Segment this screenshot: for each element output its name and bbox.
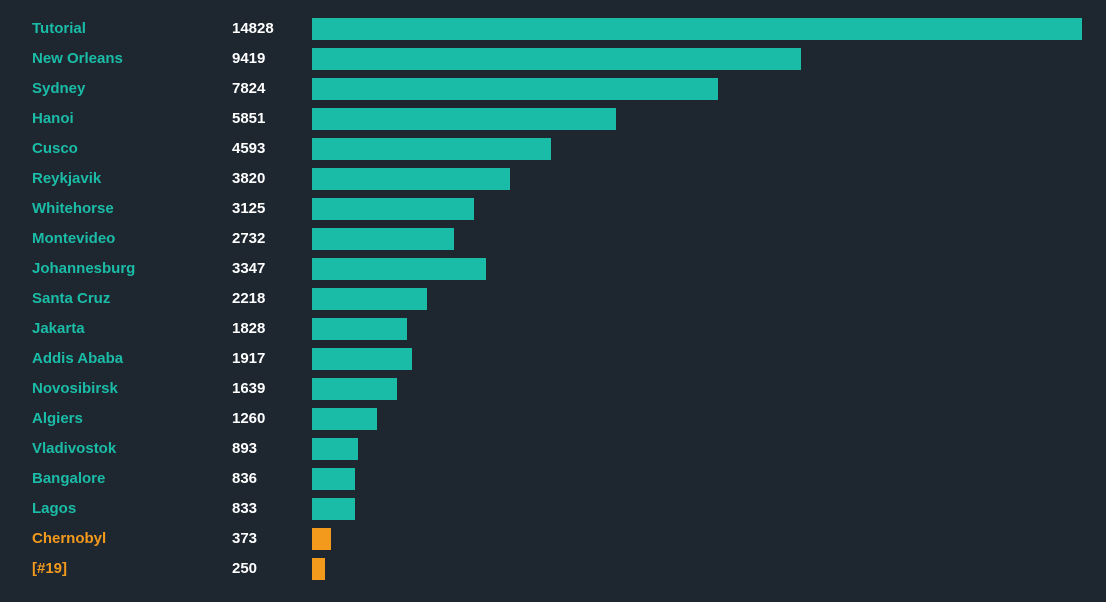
category-label: Hanoi [32, 110, 74, 127]
chart-row: Tutorial 14828 [0, 14, 1106, 44]
value-label: 893 [232, 440, 258, 457]
chart-row: Vladivostok 893 [0, 434, 1106, 464]
chart-row: Reykjavik 3820 [0, 164, 1106, 194]
bar [312, 288, 427, 310]
category-label: Lagos [32, 500, 77, 517]
bar [312, 198, 474, 220]
bar [312, 48, 801, 70]
chart-row: Johannesburg 3347 [0, 254, 1106, 284]
value-label: 1260 [232, 410, 266, 427]
category-label: Montevideo [32, 230, 116, 247]
category-label: Vladivostok [32, 440, 117, 457]
chart-row: [#19] 250 [0, 554, 1106, 584]
bar [312, 78, 718, 100]
value-label: 4593 [232, 140, 266, 157]
category-label: Johannesburg [32, 260, 136, 277]
bar [312, 108, 616, 130]
bar [312, 228, 454, 250]
value-label: 833 [232, 500, 258, 517]
category-label: Reykjavik [32, 170, 102, 187]
category-label: Chernobyl [32, 530, 107, 547]
bar [312, 18, 1082, 40]
bar [312, 138, 551, 160]
value-label: 250 [232, 560, 258, 577]
chart-row: Lagos 833 [0, 494, 1106, 524]
bar [312, 498, 355, 520]
bar [312, 378, 397, 400]
bar [312, 348, 412, 370]
chart-row: Chernobyl 373 [0, 524, 1106, 554]
category-label: Tutorial [32, 20, 86, 37]
chart-row: Jakarta 1828 [0, 314, 1106, 344]
value-label: 9419 [232, 50, 266, 67]
bar [312, 258, 486, 280]
chart-row: Whitehorse 3125 [0, 194, 1106, 224]
bar [312, 168, 510, 190]
bar [312, 528, 331, 550]
value-label: 3125 [232, 200, 266, 217]
value-label: 1917 [232, 350, 266, 367]
category-label: Algiers [32, 410, 83, 427]
chart-row: Addis Ababa 1917 [0, 344, 1106, 374]
chart-row: Novosibirsk 1639 [0, 374, 1106, 404]
category-label: Novosibirsk [32, 380, 118, 397]
bar [312, 438, 358, 460]
chart-row: Santa Cruz 2218 [0, 284, 1106, 314]
category-label: Jakarta [32, 320, 85, 337]
bar [312, 318, 407, 340]
bar [312, 468, 355, 490]
bar [312, 558, 325, 580]
chart-row: Sydney 7824 [0, 74, 1106, 104]
value-label: 14828 [232, 20, 274, 37]
category-label: [#19] [32, 560, 68, 577]
chart-row: Bangalore 836 [0, 464, 1106, 494]
chart-row: New Orleans 9419 [0, 44, 1106, 74]
value-label: 2218 [232, 290, 266, 307]
value-label: 1639 [232, 380, 266, 397]
category-label: New Orleans [32, 50, 123, 67]
category-label: Whitehorse [32, 200, 114, 217]
bar [312, 408, 377, 430]
value-label: 373 [232, 530, 258, 547]
value-label: 3347 [232, 260, 266, 277]
value-label: 7824 [232, 80, 266, 97]
value-label: 1828 [232, 320, 266, 337]
category-label: Addis Ababa [32, 350, 124, 367]
chart-row: Hanoi 5851 [0, 104, 1106, 134]
value-label: 2732 [232, 230, 266, 247]
category-label: Bangalore [32, 470, 106, 487]
category-label: Santa Cruz [32, 290, 111, 307]
chart-row: Algiers 1260 [0, 404, 1106, 434]
chart-row: Montevideo 2732 [0, 224, 1106, 254]
value-label: 5851 [232, 110, 266, 127]
chart-row: Cusco 4593 [0, 134, 1106, 164]
value-label: 836 [232, 470, 258, 487]
category-label: Sydney [32, 80, 86, 97]
value-label: 3820 [232, 170, 266, 187]
category-label: Cusco [32, 140, 78, 157]
